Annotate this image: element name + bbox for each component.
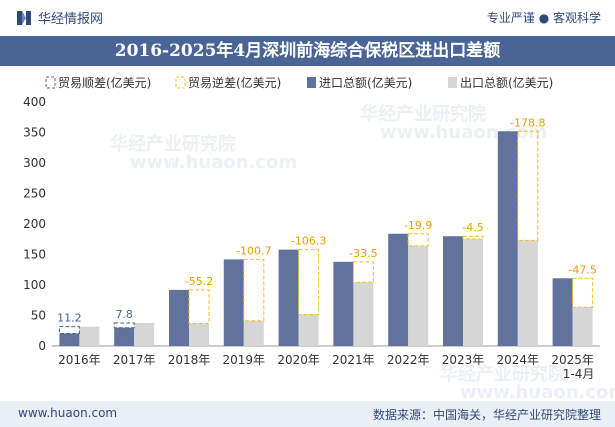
- balance-data-label: -100.7: [236, 244, 271, 257]
- import-bar: [278, 249, 299, 346]
- import-bar: [169, 289, 189, 346]
- x-tick-label: 2019年: [223, 353, 266, 367]
- labels: 11.2 7.8 -55.2 -100.7 -106.3 -33.5 -19.9 -4.5 -1…: [57, 116, 597, 324]
- x-tick-label: 2022年: [387, 353, 430, 367]
- x-tick-label: 2025年 1-4月: [551, 353, 594, 381]
- balance-data-label: -19.9: [404, 219, 432, 232]
- surplus-box: [113, 322, 135, 329]
- watermark-text: 华经产业研究院: [360, 103, 486, 125]
- legend-label: 出口总额(亿美元): [460, 75, 553, 90]
- import-bar: [552, 278, 573, 346]
- x-tick-label: 2018年: [168, 353, 211, 367]
- brand-logo-icon: [17, 10, 31, 25]
- watermark-text: 华经产业研究院: [110, 133, 236, 155]
- legend: 贸易顺差(亿美元) 贸易逆差(亿美元) 进口总额(亿美元) 出口总额(亿美元): [45, 75, 553, 90]
- import-bar: [223, 259, 244, 346]
- export-bar: [189, 323, 209, 346]
- footer-website: www.huaon.com: [18, 406, 118, 420]
- x-tick-line: 2022年: [387, 353, 430, 367]
- import-bar: [59, 333, 80, 346]
- y-tick-label: 400: [23, 95, 46, 109]
- y-tick-label: 50: [31, 309, 46, 323]
- deficit-box: [517, 130, 539, 241]
- top-bar: 华经情报网 专业严谨 ● 客观科学: [0, 0, 615, 36]
- balance-data-label: -33.5: [349, 247, 377, 260]
- y-tick-label: 200: [23, 217, 46, 231]
- x-tick-label: 2020年: [277, 353, 320, 367]
- brand-name: 华经情报网: [38, 12, 104, 27]
- legend-label: 贸易顺差(亿美元): [58, 75, 151, 90]
- x-tick-label: 2016年: [58, 353, 101, 367]
- balance-data-label: 7.8: [115, 308, 133, 321]
- deficit-box: [462, 235, 484, 240]
- export-bar: [353, 282, 374, 346]
- x-tick-label: 2023年: [442, 353, 485, 367]
- x-tick-line: 2020年: [277, 353, 320, 367]
- balance-data-label: -178.8: [510, 116, 545, 129]
- deficit-box: [407, 233, 429, 247]
- import-bar: [114, 327, 135, 346]
- balance-data-label: -55.2: [185, 275, 213, 288]
- deficit-box: [298, 249, 320, 315]
- x-tick-line: 1-4月: [563, 367, 595, 381]
- import-bar: [333, 261, 354, 346]
- y-tick-label: 350: [23, 126, 46, 140]
- watermark-text: 华经产业研究院: [440, 363, 566, 385]
- bars: [58, 130, 594, 346]
- import-bar: [497, 131, 518, 346]
- deficit-box: [572, 277, 594, 308]
- watermark-url: www.huaon.com: [130, 152, 297, 173]
- y-tick-label: 100: [23, 278, 46, 292]
- legend-surplus-swatch: [45, 76, 56, 89]
- x-tick-line: 2021年: [332, 353, 375, 367]
- balance-data-label: 11.2: [57, 312, 82, 325]
- legend-label: 进口总额(亿美元): [319, 75, 412, 90]
- x-tick-label: 2024年: [497, 353, 540, 367]
- y-tick-label: 250: [23, 187, 46, 201]
- watermarks: 华经产业研究院www.huaon.com华经产业研究院www.huaon.com…: [110, 103, 615, 403]
- export-bar: [243, 320, 264, 346]
- x-tick-line: 2019年: [223, 353, 266, 367]
- x-tick-line: 2018年: [168, 353, 211, 367]
- import-bar: [388, 233, 409, 346]
- deficit-box: [352, 261, 374, 283]
- footer-source: 数据来源：中国海关，华经产业研究院整理: [372, 408, 601, 422]
- surplus-box: [58, 326, 80, 334]
- x-tick-label: 2021年: [332, 353, 375, 367]
- x-tick-line: 2024年: [497, 353, 540, 367]
- y-tick-label: 150: [23, 248, 46, 262]
- x-tick-line: 2017年: [113, 353, 156, 367]
- balance-data-label: -47.5: [568, 263, 596, 276]
- watermark-url: www.huaon.com: [380, 122, 547, 143]
- footer: www.huaon.com 数据来源：中国海关，华经产业研究院整理: [0, 401, 615, 427]
- deficit-box: [188, 289, 210, 325]
- export-bar: [298, 314, 319, 346]
- tagline: 专业严谨 ● 客观科学: [486, 11, 601, 25]
- export-bar: [463, 238, 483, 346]
- chart-title: 2016-2025年4月深圳前海综合保税区进出口差额: [0, 36, 615, 66]
- legend-deficit-swatch: [175, 76, 186, 89]
- legend-export-swatch: [448, 77, 457, 88]
- export-bar: [134, 322, 155, 346]
- deficit-box: [243, 258, 265, 322]
- balance-data-label: -106.3: [291, 235, 326, 248]
- x-tick-line: 2023年: [442, 353, 485, 367]
- watermark-url: www.huaon.com: [460, 382, 615, 403]
- legend-label: 贸易逆差(亿美元): [188, 75, 281, 90]
- x-tick-line: 2025年: [551, 353, 594, 367]
- legend-import-swatch: [307, 77, 316, 88]
- balance-data-label: -4.5: [462, 221, 483, 234]
- y-tick-label: 0: [38, 339, 46, 353]
- brand: 华经情报网: [16, 8, 103, 27]
- export-bar: [517, 240, 538, 346]
- axes: 0 50 100 150 200 250 300 350 400 2016年 2017年 2018年 2…: [23, 95, 600, 381]
- export-bar: [572, 307, 593, 346]
- x-tick-label: 2017年: [113, 353, 156, 367]
- export-bar: [408, 245, 429, 346]
- export-bar: [79, 326, 100, 346]
- import-bar: [443, 236, 463, 346]
- y-tick-label: 300: [23, 156, 46, 170]
- x-tick-line: 2016年: [58, 353, 101, 367]
